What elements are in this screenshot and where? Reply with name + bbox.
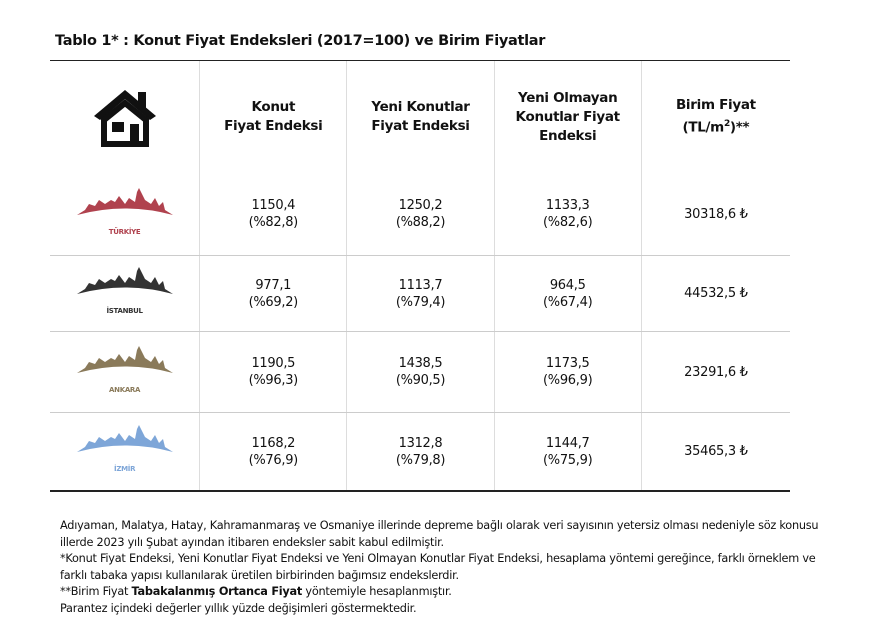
header-text: Konut bbox=[251, 99, 296, 115]
birim-cell: 30318,6 ₺ bbox=[640, 173, 790, 255]
table-row: İSTANBUL 977,1 (%69,2) 1113,7 (%79,4) 964,… bbox=[50, 255, 790, 331]
value: 1312,8 bbox=[398, 435, 443, 451]
city-logo: İSTANBUL bbox=[50, 256, 199, 331]
change: (%96,9) bbox=[543, 373, 593, 388]
header-text: 2 bbox=[723, 119, 730, 130]
value: 1113,7 bbox=[398, 277, 443, 293]
table-row: ANKARA 1190,5 (%96,3) 1438,5 (%90,5) 1173,… bbox=[50, 331, 790, 412]
header-text: Yeni Olmayan bbox=[517, 89, 618, 106]
city-name: ANKARA bbox=[109, 385, 141, 394]
header-text: (TL/m bbox=[682, 119, 724, 136]
yeni-cell: 1113,7 (%79,4) bbox=[346, 256, 493, 331]
eski-cell: 1133,3 (%82,6) bbox=[493, 173, 641, 255]
change: (%90,5) bbox=[395, 373, 446, 388]
city-logo: ANKARA bbox=[50, 332, 199, 412]
change: (%79,4) bbox=[395, 294, 446, 310]
konut-cell: 1168,2 (%76,9) bbox=[199, 413, 346, 490]
city-name: TÜRKİYE bbox=[108, 227, 141, 236]
note: **Birim Fiyat Tabakalanmış Ortanca Fiyat… bbox=[60, 584, 820, 601]
header-row: Konut Fiyat Endeksi Yeni Konutlar Fiyat En… bbox=[50, 61, 790, 173]
city-logo: İZMİR bbox=[50, 413, 199, 490]
change: (%96,3) bbox=[248, 373, 299, 388]
note: Parantez içindeki değerler yıllık yüzde … bbox=[60, 601, 417, 615]
header-text: Endeksi bbox=[539, 127, 597, 144]
price-index-table: Konut Fiyat Endeksi Yeni Konutlar Fiyat En… bbox=[50, 60, 790, 492]
value: 1250,2 bbox=[398, 198, 443, 213]
table-row: İZMİR 1168,2 (%76,9) 1312,8 (%79,8) 1144,7… bbox=[50, 412, 790, 490]
header-birim: Birim Fiyat (TL/m2)** bbox=[640, 61, 790, 173]
value: 964,5 bbox=[549, 277, 586, 293]
change: (%67,4) bbox=[543, 294, 593, 310]
value: 1173,5 bbox=[545, 356, 590, 371]
birim-cell: 44532,5 ₺ bbox=[640, 256, 790, 331]
city-name: İZMİR bbox=[114, 465, 136, 473]
value: 1144,7 bbox=[545, 435, 590, 451]
change: (%76,9) bbox=[248, 452, 299, 468]
note: Adıyaman, Malatya, Hatay, Kahramanmaraş … bbox=[60, 519, 819, 549]
change: (%88,2) bbox=[395, 215, 446, 230]
value: 1438,5 bbox=[398, 356, 443, 371]
konut-cell: 977,1 (%69,2) bbox=[199, 256, 346, 331]
skyline-icon bbox=[75, 267, 175, 302]
value: 1190,5 bbox=[251, 356, 296, 371]
value: 35465,3 ₺ bbox=[684, 444, 748, 459]
table-title: Tablo 1* : Konut Fiyat Endeksleri (2017=… bbox=[55, 33, 546, 49]
yeni-cell: 1438,5 (%90,5) bbox=[346, 332, 493, 412]
birim-cell: 23291,6 ₺ bbox=[640, 332, 790, 412]
value: 44532,5 ₺ bbox=[684, 286, 748, 301]
header-yeni: Yeni Konutlar Fiyat Endeksi bbox=[346, 61, 493, 173]
skyline-icon bbox=[75, 425, 175, 460]
note-text: yöntemiyle hesaplanmıştır. bbox=[302, 585, 452, 598]
note-text: **Birim Fiyat bbox=[60, 585, 132, 598]
change: (%82,8) bbox=[248, 215, 299, 230]
value: 1150,4 bbox=[251, 198, 296, 213]
skyline-icon bbox=[75, 345, 175, 381]
note-bold: Tabakalanmış Ortanca Fiyat bbox=[131, 585, 303, 598]
change: (%82,6) bbox=[543, 215, 593, 230]
value: 977,1 bbox=[255, 277, 292, 293]
footnotes: Adıyaman, Malatya, Hatay, Kahramanmaraş … bbox=[60, 518, 820, 617]
header-text: Birim Fiyat bbox=[675, 97, 756, 114]
yeni-cell: 1312,8 (%79,8) bbox=[346, 413, 493, 490]
value: 1168,2 bbox=[251, 435, 296, 451]
header-text: )** bbox=[729, 119, 750, 136]
header-text: Konutlar Fiyat bbox=[515, 108, 621, 125]
value: 23291,6 ₺ bbox=[684, 364, 748, 380]
value: 30318,6 ₺ bbox=[684, 206, 748, 222]
eski-cell: 1144,7 (%75,9) bbox=[493, 413, 641, 490]
change: (%79,8) bbox=[395, 452, 446, 468]
house-icon bbox=[50, 61, 199, 173]
table-row: TÜRKİYE 1150,4 (%82,8) 1250,2 (%88,2) 1133… bbox=[50, 173, 790, 255]
birim-cell: 35465,3 ₺ bbox=[640, 413, 790, 490]
skyline-icon bbox=[75, 187, 175, 223]
note: *Konut Fiyat Endeksi, Yeni Konutlar Fiya… bbox=[60, 552, 816, 582]
eski-cell: 1173,5 (%96,9) bbox=[493, 332, 641, 412]
konut-cell: 1190,5 (%96,3) bbox=[199, 332, 346, 412]
yeni-cell: 1250,2 (%88,2) bbox=[346, 173, 493, 255]
header-konut: Konut Fiyat Endeksi bbox=[199, 61, 346, 173]
city-logo: TÜRKİYE bbox=[50, 173, 199, 255]
konut-cell: 1150,4 (%82,8) bbox=[199, 173, 346, 255]
value: 1133,3 bbox=[545, 198, 590, 213]
city-name: İSTANBUL bbox=[106, 307, 143, 315]
header-text: Fiyat Endeksi bbox=[224, 118, 323, 134]
header-text: Yeni Konutlar bbox=[371, 99, 470, 115]
eski-cell: 964,5 (%67,4) bbox=[493, 256, 641, 331]
header-eski: Yeni Olmayan Konutlar Fiyat Endeksi bbox=[493, 61, 641, 173]
header-text: Fiyat Endeksi bbox=[371, 118, 470, 134]
change: (%75,9) bbox=[543, 452, 593, 468]
change: (%69,2) bbox=[248, 294, 299, 310]
